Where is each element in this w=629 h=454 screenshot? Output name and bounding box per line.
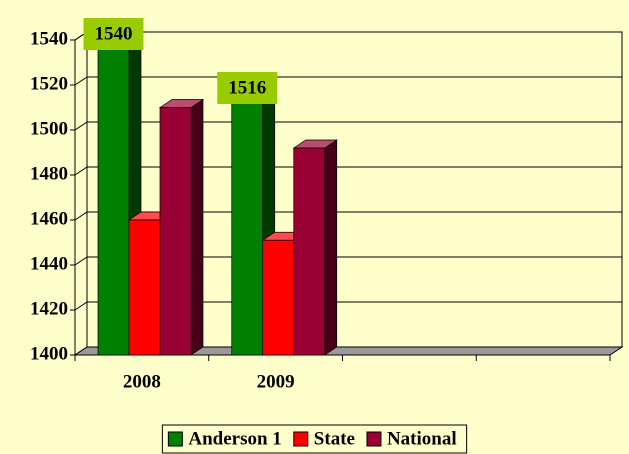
grid-line [74, 256, 622, 266]
y-tick-label: 1500 [30, 118, 68, 139]
data-label: 1540 [95, 23, 133, 44]
bar-front [97, 39, 130, 356]
x-tick-label: 2009 [257, 371, 295, 392]
bar-side [190, 98, 204, 356]
bar [158, 98, 205, 356]
bar-front [293, 147, 326, 356]
bar-front [159, 107, 192, 356]
y-tick-label: 1440 [30, 253, 68, 274]
y-tick-label: 1480 [30, 163, 68, 184]
legend-swatch [293, 431, 309, 447]
legend: Anderson 1 State National [161, 424, 468, 454]
bar-front [262, 239, 295, 356]
y-tick-label: 1420 [30, 298, 68, 319]
x-tick-label: 2008 [123, 371, 161, 392]
bar [96, 31, 143, 356]
data-label-box [217, 72, 278, 104]
y-tick-label: 1520 [30, 73, 68, 94]
legend-label: State [314, 428, 355, 449]
grid-line [74, 121, 622, 131]
data-label: 1516 [228, 77, 266, 98]
data-label-box [83, 18, 144, 50]
y-tick-label: 1540 [30, 28, 68, 49]
grid-line [74, 76, 622, 86]
bar-front [128, 219, 161, 356]
bar-side [324, 139, 338, 356]
bar [292, 139, 338, 356]
grid-line [74, 301, 622, 311]
legend-swatch [167, 431, 183, 447]
legend-box [161, 424, 468, 454]
grid-line [74, 166, 622, 176]
floor [73, 346, 624, 356]
legend-label: National [387, 428, 457, 449]
y-tick-label: 1460 [30, 208, 68, 229]
y-tick-label: 1400 [30, 343, 68, 364]
legend-label: Anderson 1 [188, 428, 281, 449]
grid-line [74, 211, 622, 221]
bar-front [231, 93, 264, 356]
legend-swatch [366, 431, 382, 447]
